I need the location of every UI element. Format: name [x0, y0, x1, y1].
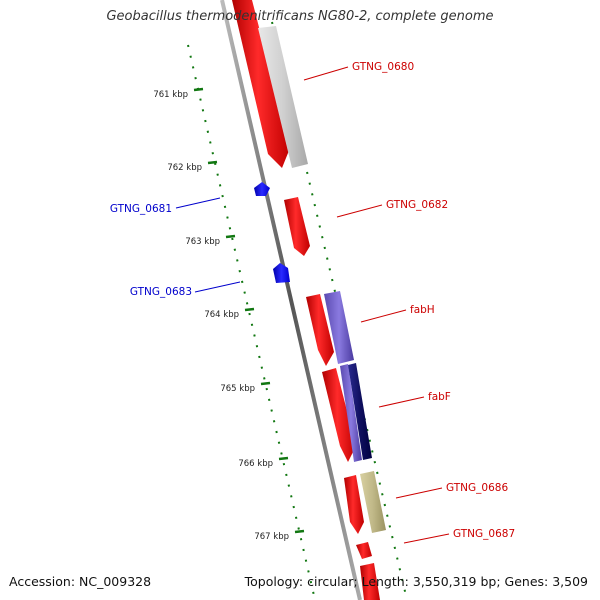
gene-leader-line — [336, 204, 383, 218]
genome-backbone — [220, 0, 362, 600]
gene-leader-line — [194, 281, 241, 293]
label-group: GTNG_0680 GTNG_0681 GTNG_0682 GTNG_0683 fabH… — [110, 61, 515, 544]
gene-label-fabF[interactable]: fabF — [428, 391, 451, 403]
gene-label-GTNG_0687[interactable]: GTNG_0687 — [453, 528, 515, 540]
gene-leader-line — [378, 396, 425, 408]
tick-mark — [294, 529, 305, 534]
topology-text: Topology: circular; Length: 3,550,319 bp… — [244, 574, 588, 589]
gene-fabF-bar[interactable] — [322, 368, 356, 462]
gene-leader-line — [360, 309, 407, 323]
gene-fabF-cds-bar — [340, 364, 362, 462]
tick-group: 761 kbp 762 kbp 763 kbp 764 kbp 765 kbp 766 k… — [153, 87, 305, 542]
tick-mark — [193, 87, 204, 92]
tick-mark — [244, 307, 255, 312]
tick-label: 764 kbp — [204, 310, 239, 320]
gene-GTNG_0680-bar[interactable] — [232, 0, 290, 168]
gene-GTNG_0680-cds-bar — [258, 26, 308, 168]
inner-track-guide — [187, 44, 316, 600]
tick-label: 762 kbp — [167, 163, 202, 173]
gene-fabH-bar[interactable] — [306, 294, 334, 366]
gene-GTNG_0687-bar[interactable] — [356, 542, 372, 559]
tick-mark — [207, 160, 218, 165]
accession-text: Accession: NC_009328 — [9, 574, 152, 589]
gene-label-GTNG_0683[interactable]: GTNG_0683 — [130, 286, 192, 298]
gene-GTNG_0686-bar[interactable] — [344, 475, 364, 534]
tick-mark — [225, 234, 236, 239]
gene-fabH-cds-bar — [324, 291, 354, 364]
tick-label: 763 kbp — [185, 237, 220, 247]
tick-label: 761 kbp — [153, 90, 188, 100]
gene-label-GTNG_0686[interactable]: GTNG_0686 — [446, 482, 508, 494]
map-title: Geobacillus thermodenitrificans NG80-2, … — [106, 9, 494, 24]
gene-leader-line — [303, 66, 349, 81]
gene-leader-line — [403, 533, 450, 544]
gene-leader-line — [395, 487, 443, 499]
tick-label: 766 kbp — [238, 459, 273, 469]
tick-label: 767 kbp — [254, 532, 289, 542]
tick-mark — [278, 456, 289, 461]
gene-label-fabH[interactable]: fabH — [410, 304, 435, 316]
gene-label-GTNG_0680[interactable]: GTNG_0680 — [352, 61, 414, 73]
gene-GTNG_0681-bar[interactable] — [254, 182, 270, 196]
gene-GTNG_0686-cds-bar — [360, 471, 386, 533]
gene-GTNG_0683-bar[interactable] — [273, 263, 290, 283]
gene-GTNG_0682-bar[interactable] — [284, 197, 310, 256]
tick-label: 765 kbp — [220, 384, 255, 394]
gene-leader-line — [175, 197, 221, 209]
gene-next-bar — [360, 563, 380, 600]
tick-mark — [260, 381, 271, 386]
gene-fabF-cds-bar-2 — [348, 363, 372, 460]
gene-label-GTNG_0681[interactable]: GTNG_0681 — [110, 203, 172, 215]
gene-label-GTNG_0682[interactable]: GTNG_0682 — [386, 199, 448, 211]
